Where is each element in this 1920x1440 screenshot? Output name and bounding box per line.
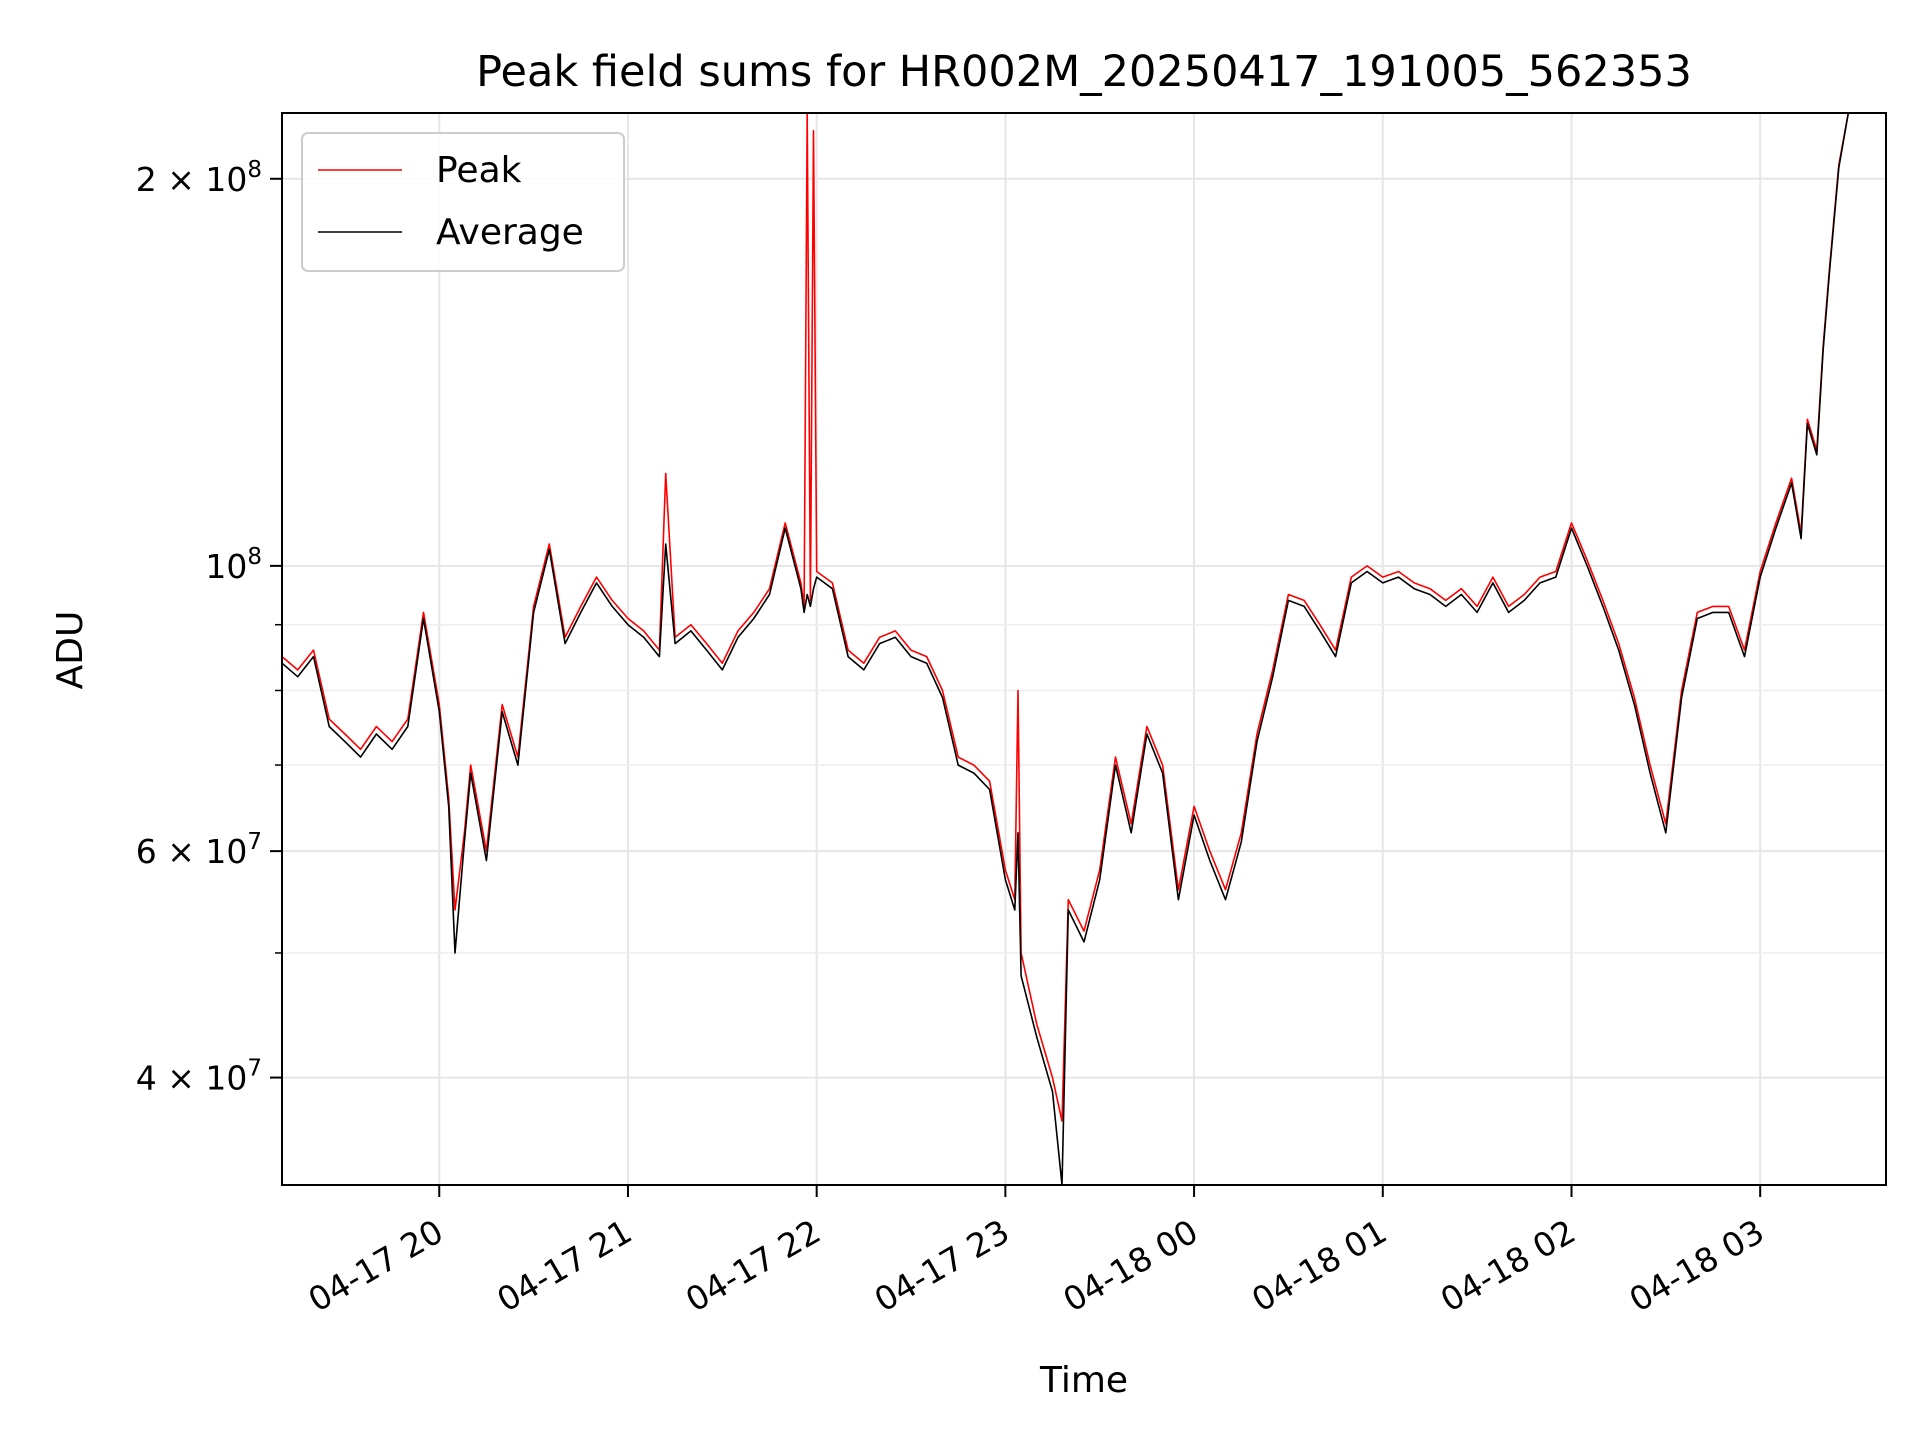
series-lines xyxy=(281,112,1850,1186)
legend-box xyxy=(301,132,625,272)
legend: Peak Average xyxy=(301,132,625,272)
x-axis-label: Time xyxy=(1039,1360,1128,1401)
y-tick-label-1: 6 × 107 xyxy=(136,829,262,871)
y-tick-label-0: 4 × 107 xyxy=(136,1056,262,1098)
series-line-average xyxy=(281,112,1850,1186)
y-tick-label-2: 108 xyxy=(205,544,262,586)
series-line-peak xyxy=(281,112,1850,1122)
chart-title: Peak field sums for HR002M_20250417_1910… xyxy=(476,47,1692,97)
y-axis-label: ADU xyxy=(50,611,91,690)
legend-label-peak: Peak xyxy=(436,150,522,191)
plot-area-frame xyxy=(281,112,1887,1186)
legend-label-average: Average xyxy=(436,212,584,253)
y-tick-label-3: 2 × 108 xyxy=(136,157,262,199)
